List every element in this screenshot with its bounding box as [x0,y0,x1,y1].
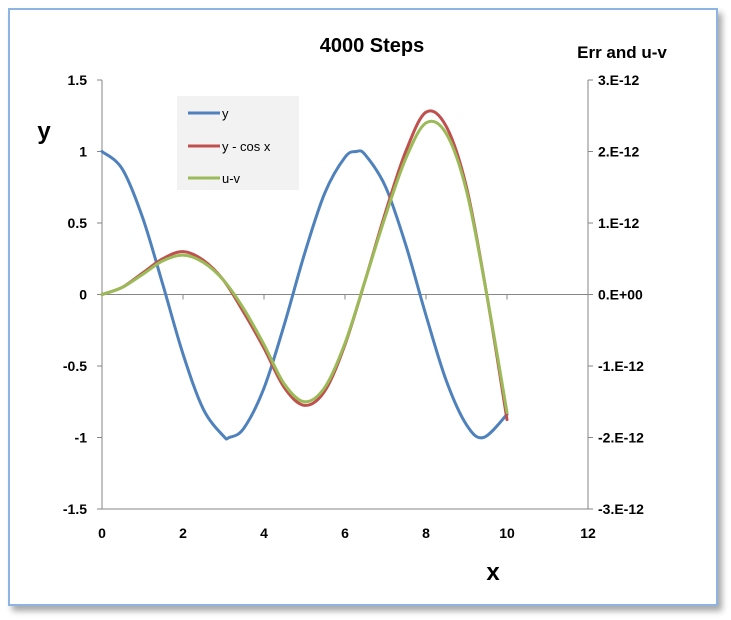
y-tick-label: 0 [79,287,87,303]
y2-tick-label: -2.E-12 [598,430,644,446]
legend-label-y-minus-cos: y - cos x [222,139,271,154]
x-tick-label: 8 [422,525,430,541]
y-tick-label: -1 [75,430,88,446]
series-y-line [100,149,509,441]
y-axis-title: y [37,118,51,145]
legend: y y - cos x u-v [177,96,299,190]
y-tick-label: -0.5 [63,358,87,374]
y2-tick-label: 2.E-12 [598,144,639,160]
y2-tick-label: -1.E-12 [598,358,644,374]
x-tick-label: 10 [499,525,515,541]
series-layer [100,109,509,441]
x-tick-label: 4 [260,525,268,541]
x-tick-label: 6 [341,525,349,541]
x-tick-label: 12 [580,525,596,541]
chart-title: 4000 Steps [320,35,425,57]
x-axis-title: x [486,559,500,586]
y2-tick-label: -3.E-12 [598,501,644,517]
y2-tick-label: 3.E-12 [598,72,639,88]
legend-label-u-minus-v: u-v [222,171,241,186]
y2-axis-title: Err and u-v [577,43,667,62]
x-tick-label: 2 [179,525,187,541]
y-tick-label: 1.5 [68,72,88,88]
series-y-minus-cos-line [100,109,509,422]
axes: 0 2 4 6 8 10 12 1.5 1 0.5 0 -0.5 -1 -1.5 3.E-12 2.E-12 1… [63,72,644,541]
x-tick-label: 0 [98,525,106,541]
y-tick-label: 0.5 [68,215,88,231]
chart-svg: 4000 Steps Err and u-v y x 0 2 4 6 8 10 121.51… [37,35,667,586]
y2-tick-label: 0.E+00 [598,287,643,303]
legend-label-y: y [222,106,229,121]
y-tick-label: 1 [79,144,87,160]
series-u-minus-v-line [100,119,509,414]
y-tick-label: -1.5 [63,501,87,517]
chart-frame: 4000 Steps Err and u-v y x 0 2 4 6 8 10 12 1.5 1… [8,8,718,606]
y2-tick-label: 1.E-12 [598,215,639,231]
